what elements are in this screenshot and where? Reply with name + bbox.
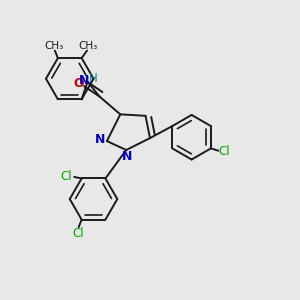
Text: CH₃: CH₃ (79, 41, 98, 51)
Text: N: N (95, 133, 106, 146)
Text: Cl: Cl (218, 145, 230, 158)
Text: Cl: Cl (60, 169, 72, 183)
Text: CH₃: CH₃ (45, 40, 64, 51)
Text: H: H (88, 72, 97, 85)
Text: N: N (79, 74, 89, 87)
Text: O: O (74, 76, 84, 90)
Text: N: N (122, 150, 132, 163)
Text: Cl: Cl (73, 227, 85, 240)
